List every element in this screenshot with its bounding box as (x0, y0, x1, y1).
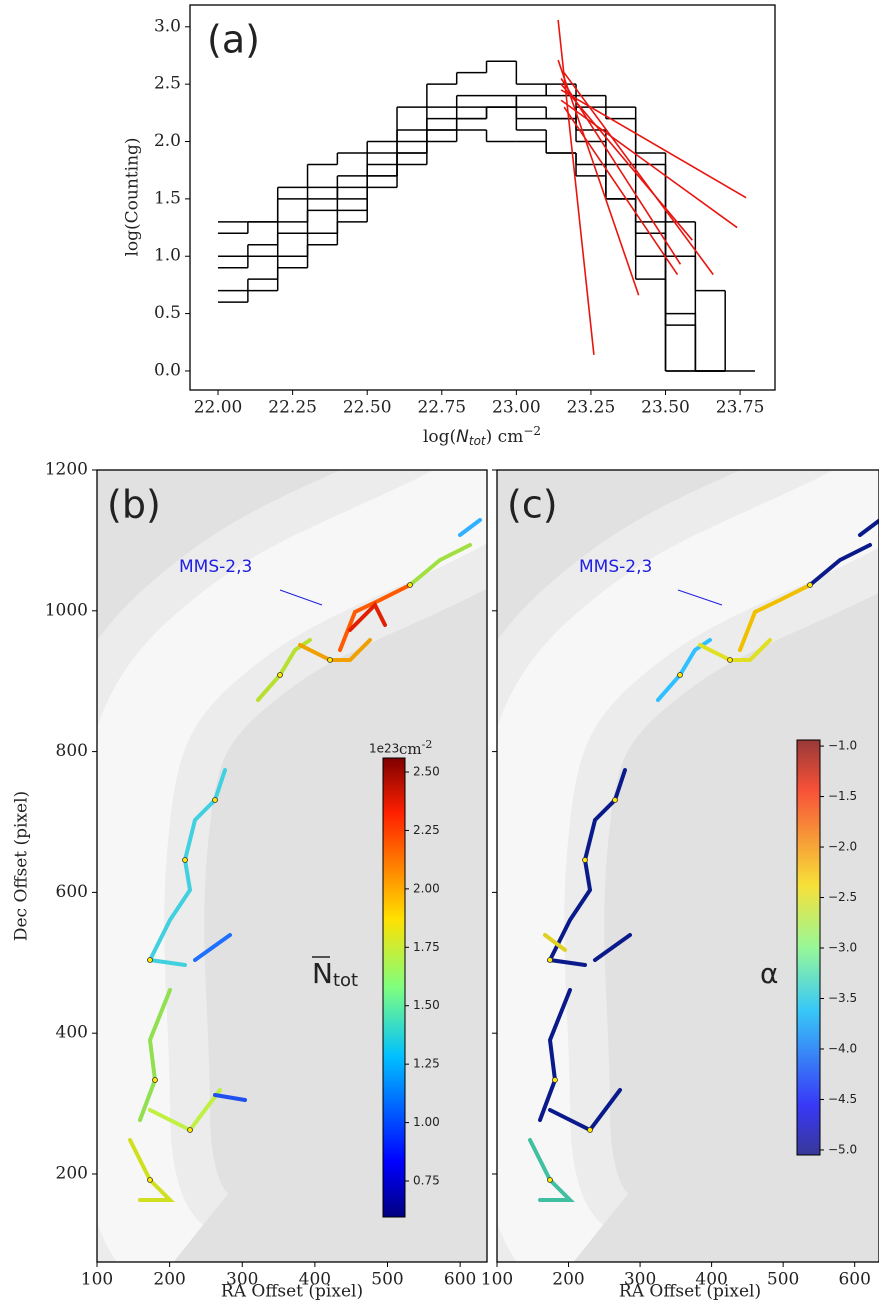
panel-label: (b) (107, 483, 161, 527)
x-tick-label: 100 (81, 1270, 113, 1290)
plot-frame (96, 469, 488, 1263)
x-tick-label: 100 (481, 1270, 513, 1290)
y-tick-label: 1200 (45, 460, 88, 480)
x-tick-label: 23.25 (567, 398, 616, 418)
fit-line (557, 19, 595, 355)
y-axis-label: Dec Offset (pixel) (12, 791, 32, 941)
colorbar-label-part: α (760, 957, 778, 990)
colorbar-tick-label: 2.50 (413, 765, 440, 779)
x-axis-label: RA Offset (pixel) (619, 1282, 761, 1302)
map-b (97, 470, 487, 1262)
y-tick-label: 600 (56, 882, 88, 902)
y-axis-label: log(Counting) (123, 137, 143, 256)
x-tick-label: 300 (226, 1270, 258, 1290)
colorbar-label-part: tot (333, 970, 358, 991)
colorbar-tick-label: −2.5 (828, 890, 857, 904)
colorbar-tick-label: −5.0 (828, 1142, 857, 1156)
x-tick-label: 23.00 (492, 398, 541, 418)
x-axis-label-part: log( (423, 427, 456, 447)
x-tick-label: 22.75 (417, 398, 466, 418)
colorbar-label: α (760, 957, 778, 990)
panel-label: (a) (207, 18, 260, 62)
x-tick-label: 500 (371, 1270, 403, 1290)
colorbar-tick-label: 1.75 (413, 940, 440, 954)
colorbar-unit: cm-2 (399, 738, 432, 758)
y-tick-label: 800 (56, 741, 88, 761)
x-axis-label-part: ) cm (486, 427, 524, 447)
y-tick-label: 2.0 (154, 131, 181, 151)
colorbar (796, 739, 821, 1156)
x-tick-label: 23.75 (716, 398, 765, 418)
x-axis-label-part: N (456, 427, 469, 447)
x-tick-label: 200 (153, 1270, 185, 1290)
colorbar-tick-label: −1.0 (828, 739, 857, 753)
x-axis-label: log(Ntot) cm−2 (423, 424, 541, 448)
colorbar-tick-label: 2.25 (413, 823, 440, 837)
x-tick-label: 300 (624, 1270, 656, 1290)
x-tick-label: 400 (299, 1270, 331, 1290)
x-axis-label-part: tot (469, 434, 487, 448)
colorbar-tick-label: −4.0 (828, 1041, 857, 1055)
annotation-line (279, 589, 323, 606)
panel-label: (c) (507, 483, 558, 527)
colorbar-tick-label: 1.50 (413, 998, 440, 1012)
annotation-line (677, 589, 723, 606)
colorbar-tick-label: −4.5 (828, 1092, 857, 1106)
annotation: MMS-2,3 (579, 557, 652, 577)
colorbar-tick-label: −3.0 (828, 941, 857, 955)
colorbar-offset: 1e23 (369, 742, 399, 756)
colorbar-unit-part: -2 (422, 738, 433, 751)
y-tick-label: 400 (56, 1023, 88, 1043)
fit-line (563, 72, 714, 276)
colorbar-label: Ntot (312, 957, 358, 991)
plot-frame (496, 469, 879, 1263)
colorbar-tick-label: 0.75 (413, 1174, 440, 1188)
x-tick-label: 400 (695, 1270, 727, 1290)
y-tick-label: 0.0 (154, 360, 181, 380)
colorbar-tick-label: 1.00 (413, 1115, 440, 1129)
y-tick-label: 0.5 (154, 303, 181, 323)
fit-line (560, 83, 693, 241)
y-tick-label: 1.5 (154, 188, 181, 208)
colorbar-unit-part: cm (399, 740, 422, 758)
x-tick-label: 600 (444, 1270, 476, 1290)
colorbar (382, 757, 406, 1218)
fit-line (557, 59, 640, 296)
x-axis-label: RA Offset (pixel) (221, 1282, 363, 1302)
y-tick-label: 1.0 (154, 246, 181, 266)
colorbar-label-part: N (312, 957, 333, 990)
map-c (497, 470, 879, 1262)
x-axis-label-part: −2 (523, 424, 541, 438)
x-tick-label: 23.50 (641, 398, 690, 418)
fit-line (563, 106, 679, 276)
annotation: MMS-2,3 (179, 557, 252, 577)
y-tick-label: 200 (56, 1164, 88, 1184)
y-tick-label: 1000 (45, 600, 88, 620)
y-tick-label: 3.0 (154, 16, 181, 36)
x-tick-label: 22.00 (194, 398, 243, 418)
fit-line (560, 77, 682, 265)
fit-line (560, 99, 738, 229)
colorbar-tick-label: 2.00 (413, 881, 440, 895)
colorbar-tick-label: 1.25 (413, 1057, 440, 1071)
fit-line (560, 89, 747, 199)
colorbar-tick-label: −1.5 (828, 789, 857, 803)
x-tick-label: 200 (552, 1270, 584, 1290)
plot-frame (189, 4, 776, 391)
x-tick-label: 22.50 (343, 398, 392, 418)
colorbar-tick-label: −3.5 (828, 991, 857, 1005)
x-tick-label: 600 (838, 1270, 870, 1290)
x-tick-label: 22.25 (268, 398, 317, 418)
x-tick-label: 500 (767, 1270, 799, 1290)
y-tick-label: 2.5 (154, 74, 181, 94)
colorbar-tick-label: −2.0 (828, 840, 857, 854)
